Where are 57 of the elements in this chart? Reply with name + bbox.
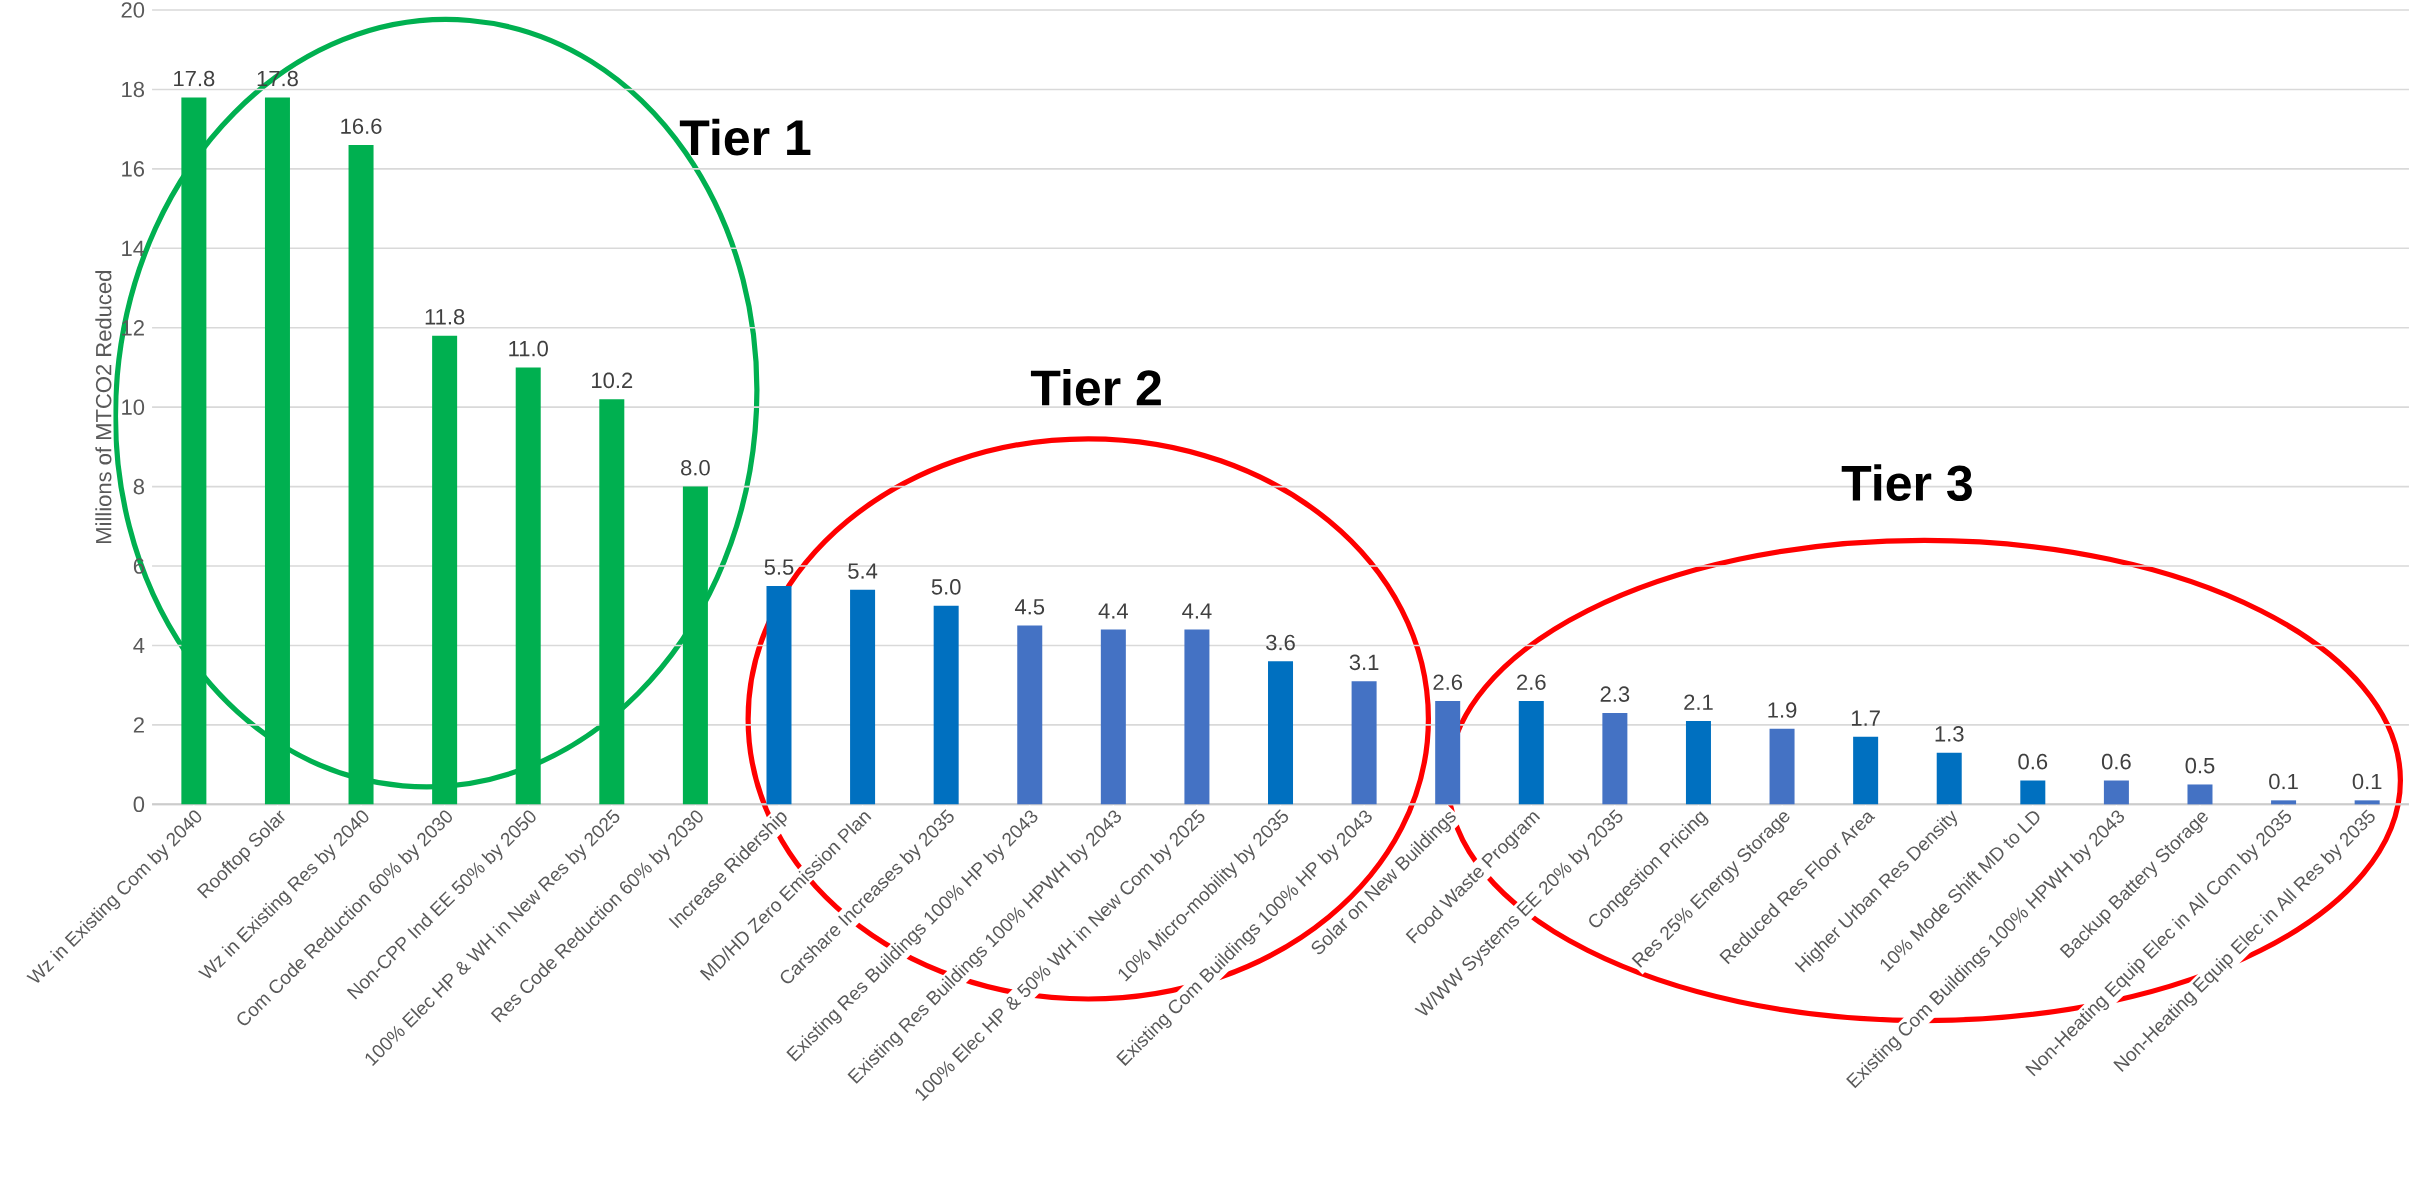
bar — [1769, 728, 1795, 805]
bar — [2020, 780, 2046, 805]
data-label: 4.5 — [1014, 598, 1045, 615]
bar — [1351, 680, 1377, 805]
bar — [2103, 780, 2129, 805]
data-label: 4.4 — [1182, 603, 1212, 619]
y-axis-title: Millions of MTCO2 Reduced — [95, 270, 112, 543]
data-label: 1.3 — [1935, 725, 1964, 742]
bar — [2354, 800, 2380, 805]
bar — [1184, 629, 1210, 805]
data-label: 0.6 — [2101, 753, 2131, 770]
data-label: 0.6 — [2018, 753, 2048, 770]
y-tick-label: 8 — [133, 478, 145, 495]
data-label: 5.4 — [848, 563, 878, 579]
data-label: 0.1 — [2269, 773, 2298, 790]
bar — [2187, 784, 2213, 805]
data-label: 17.8 — [174, 70, 215, 87]
y-tick-label: 0 — [133, 796, 145, 812]
data-label: 2.6 — [1517, 674, 1546, 690]
bar — [933, 605, 959, 805]
data-label: 11.8 — [425, 308, 465, 325]
annotation: Tier 3 — [1841, 463, 1972, 501]
data-label: 0.1 — [2352, 773, 2382, 790]
y-tick-label: 6 — [133, 558, 145, 574]
data-label: 10.2 — [592, 372, 633, 388]
bar — [1685, 720, 1711, 805]
bar — [1100, 629, 1126, 805]
data-label: 0.5 — [2185, 757, 2215, 774]
bar — [2271, 800, 2297, 805]
data-label: 1.9 — [1768, 702, 1797, 718]
bar — [1936, 752, 1962, 805]
bar — [1853, 736, 1879, 805]
data-label: 2.1 — [1684, 694, 1713, 710]
y-tick-label: 20 — [121, 2, 145, 18]
data-label: 4.4 — [1098, 603, 1128, 619]
data-label: 3.1 — [1349, 654, 1379, 670]
data-label: 8.0 — [681, 459, 710, 476]
annotation: Tier 2 — [1030, 368, 1161, 406]
data-label: 5.5 — [764, 559, 794, 575]
y-tick-label: 2 — [133, 717, 144, 733]
y-tick-label: 18 — [122, 81, 145, 97]
y-tick-label: 10 — [122, 399, 145, 415]
annotation: Tier 1 — [679, 118, 811, 156]
bar — [1602, 712, 1628, 805]
y-tick-label: 16 — [122, 160, 145, 177]
data-label: 2.6 — [1433, 674, 1463, 690]
bar — [1435, 700, 1461, 805]
y-tick-label: 14 — [122, 240, 145, 256]
y-tick-label: 4 — [133, 637, 145, 653]
bar — [1268, 661, 1294, 805]
data-label: 5.0 — [931, 578, 961, 595]
data-label: 1.7 — [1852, 710, 1880, 726]
data-label: 3.6 — [1266, 634, 1295, 651]
data-label: 2.3 — [1600, 686, 1630, 702]
bar — [1017, 625, 1043, 805]
data-label: 16.6 — [341, 118, 382, 134]
data-label: 11.0 — [509, 340, 548, 357]
